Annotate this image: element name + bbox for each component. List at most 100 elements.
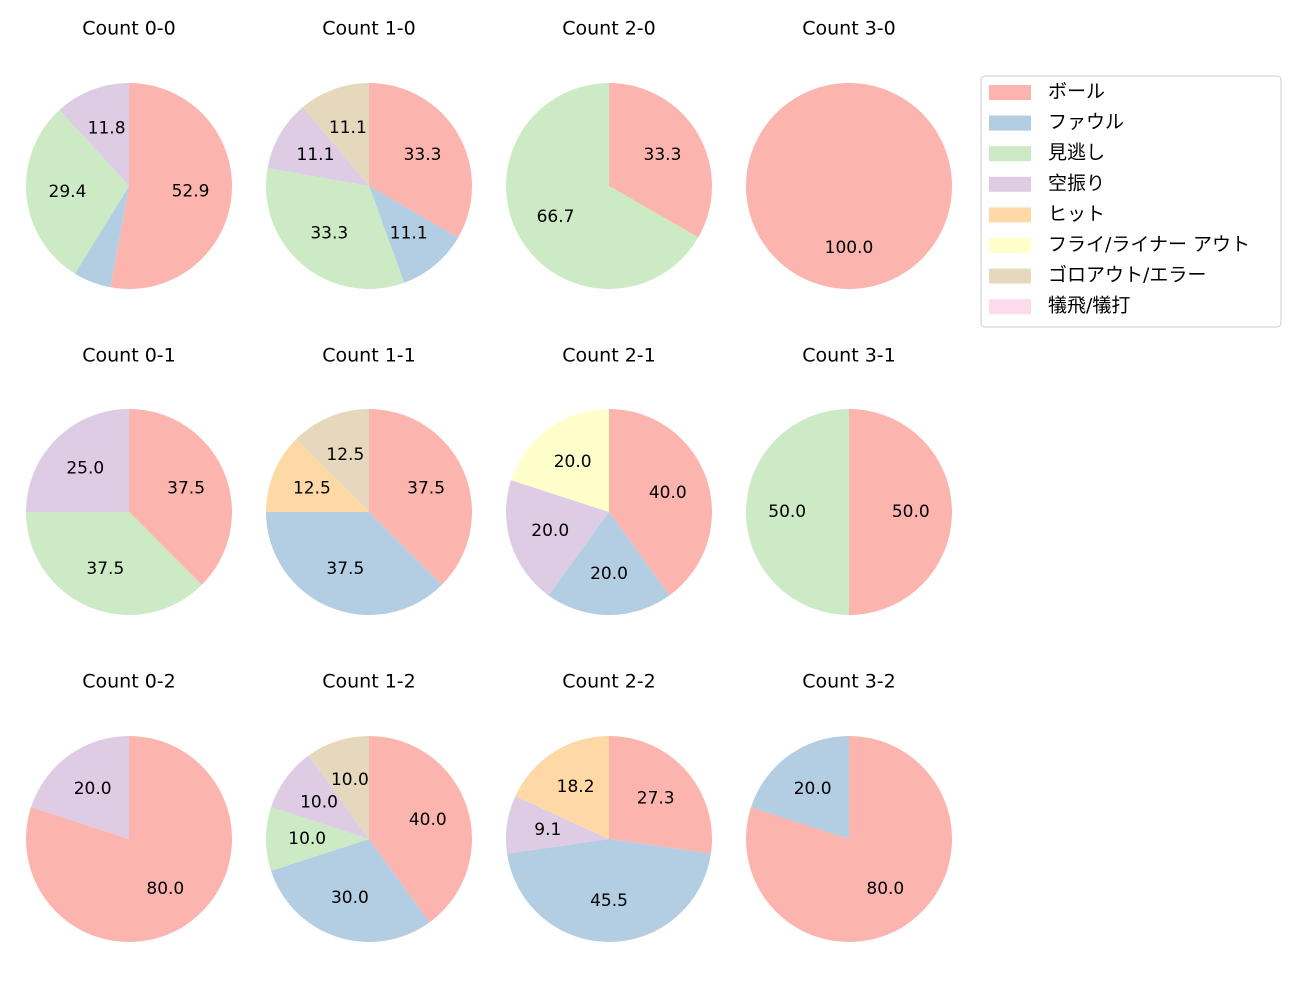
pie-slice [110, 83, 233, 289]
pie-slice [31, 736, 129, 839]
pie-slice [506, 83, 699, 290]
pie-slice [548, 512, 670, 615]
pie-slice [746, 409, 849, 615]
chart-title: Count 0-0 [82, 18, 176, 40]
slice-label: 29.4 [49, 182, 87, 202]
pie-slice [746, 736, 952, 943]
chart-title: Count 3-1 [802, 345, 896, 367]
pie-slice [369, 736, 472, 923]
slice-label: 10.0 [288, 829, 326, 849]
pie-slice [265, 807, 369, 871]
chart-title: Count 2-2 [562, 671, 656, 693]
pie-slice [271, 839, 430, 942]
slice-label: 45.5 [590, 891, 628, 911]
pie-slice [265, 168, 405, 289]
pie-slice [129, 409, 232, 585]
slice-label: 100.0 [825, 238, 874, 258]
pie-slice [609, 83, 712, 238]
chart-title: Count 0-2 [82, 671, 176, 693]
slice-label: 20.0 [590, 564, 628, 584]
pie-slice [369, 83, 472, 238]
pie-slice [296, 409, 369, 512]
slice-label: 25.0 [66, 458, 104, 478]
slice-label: 37.5 [326, 559, 364, 579]
slice-label: 20.0 [794, 779, 832, 799]
chart-title: Count 1-2 [322, 671, 416, 693]
pie-slice [507, 839, 711, 942]
pie-slice [369, 409, 472, 585]
pie-slice [302, 83, 369, 186]
legend-swatch [989, 299, 1031, 315]
legend-swatch [989, 85, 1031, 100]
pie-slice [25, 110, 130, 274]
slice-label: 40.0 [649, 483, 687, 503]
chart-title: Count 3-2 [802, 671, 896, 693]
slice-label: 30.0 [331, 888, 369, 908]
legend-label: ヒット [1048, 203, 1105, 225]
slice-label: 80.0 [146, 879, 184, 899]
chart-title: Count 3-0 [802, 18, 896, 40]
legend-label: ファウル [1048, 111, 1124, 133]
slice-label: 20.0 [74, 779, 112, 799]
chart-title: Count 2-0 [562, 18, 656, 40]
legend-swatch [989, 176, 1031, 192]
pie-slice [746, 83, 952, 289]
pie-slice [266, 439, 369, 512]
pie-slice [751, 736, 849, 839]
pie-slice [609, 736, 712, 854]
legend-label: 見逃し [1048, 142, 1105, 164]
slice-label: 27.3 [637, 789, 675, 809]
slice-label: 11.1 [297, 145, 335, 165]
pie-slice [267, 107, 369, 186]
pie-slice [74, 186, 129, 288]
slice-label: 50.0 [768, 502, 806, 522]
legend-swatch [989, 238, 1031, 253]
slice-label: 11.8 [88, 118, 126, 138]
slice-label: 11.1 [329, 118, 367, 138]
pie-slice [609, 409, 713, 596]
slice-label: 37.5 [86, 559, 124, 579]
legend-swatch [989, 268, 1031, 284]
slice-label: 33.3 [310, 223, 348, 243]
pie-slice [308, 736, 369, 839]
legend-label: 空振り [1048, 172, 1105, 194]
pie-slice [271, 755, 369, 839]
legend-box [980, 75, 1282, 328]
legend-label: ボール [1048, 81, 1105, 103]
slice-label: 12.5 [326, 445, 364, 465]
slice-label: 10.0 [331, 770, 369, 790]
chart-title: Count 1-0 [322, 18, 416, 40]
slice-label: 20.0 [554, 452, 592, 472]
slice-label: 20.0 [531, 521, 569, 541]
pie-slice [25, 736, 232, 943]
pie-slice [26, 512, 202, 616]
slice-label: 40.0 [409, 810, 447, 830]
pie-slice [506, 480, 609, 596]
legend-swatch [989, 115, 1031, 131]
pie-slice [369, 186, 459, 283]
chart-title: Count 0-1 [82, 345, 176, 367]
slice-label: 10.0 [300, 793, 338, 813]
slice-label: 18.2 [557, 777, 595, 797]
legend-label: フライ/ライナー アウト [1048, 234, 1250, 256]
legend-swatch [989, 207, 1031, 223]
slice-label: 52.9 [172, 182, 210, 202]
legend-swatch [989, 146, 1031, 162]
pie-slice [849, 409, 952, 615]
slice-label: 33.3 [404, 145, 442, 165]
pie-slice [515, 736, 609, 839]
slice-label: 37.5 [167, 478, 205, 498]
slice-label: 66.7 [537, 207, 575, 227]
pie-slice [59, 83, 129, 186]
pie-slice [266, 512, 442, 615]
legend-label: ゴロアウト/エラー [1048, 264, 1206, 286]
slice-label: 9.1 [534, 820, 561, 840]
slice-label: 50.0 [892, 502, 930, 522]
pie-slice [506, 796, 609, 854]
chart-title: Count 2-1 [562, 345, 656, 367]
slice-label: 37.5 [407, 478, 445, 498]
chart-title: Count 1-1 [322, 345, 416, 367]
legend-label: 犠飛/犠打 [1048, 295, 1130, 317]
slice-label: 80.0 [866, 879, 904, 899]
